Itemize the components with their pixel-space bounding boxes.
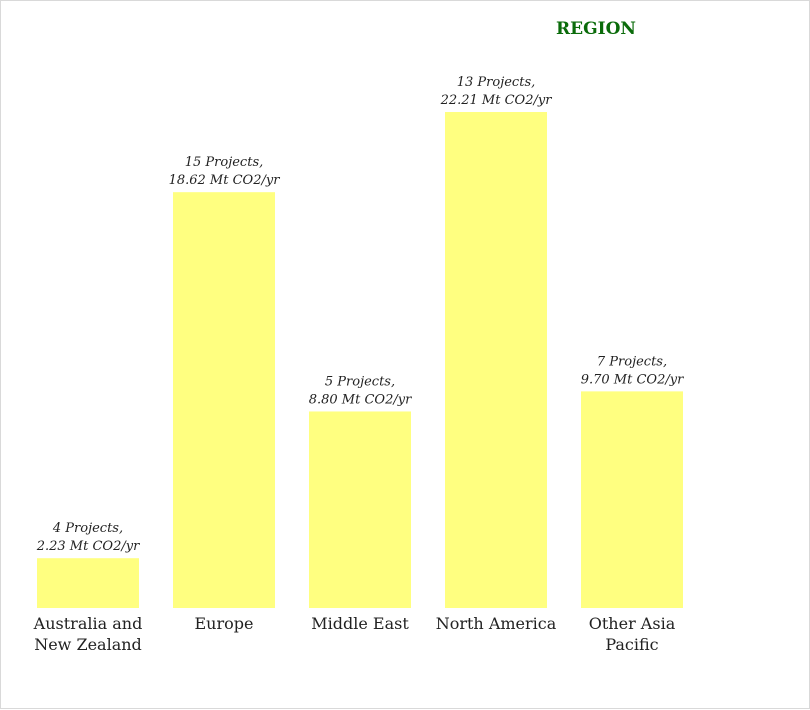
data-label-4-line-0: 7 Projects, [597, 354, 667, 369]
bar-0 [37, 558, 139, 608]
chart-title: REGION [556, 19, 636, 39]
data-labels-group: 4 Projects, 2.23 Mt CO2/yr 15 Projects, 18.… [36, 75, 684, 554]
data-label-0-line-1: 2.23 Mt CO2/yr [36, 539, 140, 554]
data-label-1-line-0: 15 Projects, [185, 155, 264, 170]
category-label-0-line-1: New Zealand [34, 635, 142, 654]
category-label-0-line-0: Australia and [33, 614, 143, 633]
category-label-2-line-0: Middle East [311, 614, 409, 633]
data-label-0-line-0: 4 Projects, [52, 521, 123, 536]
category-label-3-line-0: North America [436, 614, 557, 633]
data-label-2-line-0: 5 Projects, [325, 374, 395, 389]
category-label-4-line-1: Pacific [605, 635, 658, 654]
data-label-3-line-0: 13 Projects, [457, 75, 536, 90]
category-label-1-line-0: Europe [195, 614, 254, 633]
data-label-1-line-1: 18.62 Mt CO2/yr [169, 173, 281, 188]
bar-1 [173, 192, 275, 608]
bars-group [37, 112, 683, 608]
bar-3 [445, 112, 547, 608]
data-label-4-line-1: 9.70 Mt CO2/yr [581, 372, 684, 387]
data-label-2-line-1: 8.80 Mt CO2/yr [309, 392, 412, 407]
bar-2 [309, 411, 411, 608]
category-labels-group: Australia and New Zealand Europe Middle Eas… [33, 614, 676, 654]
data-label-3-line-1: 22.21 Mt CO2/yr [440, 93, 553, 108]
category-label-4-line-0: Other Asia [589, 614, 676, 633]
bar-4 [581, 391, 683, 608]
